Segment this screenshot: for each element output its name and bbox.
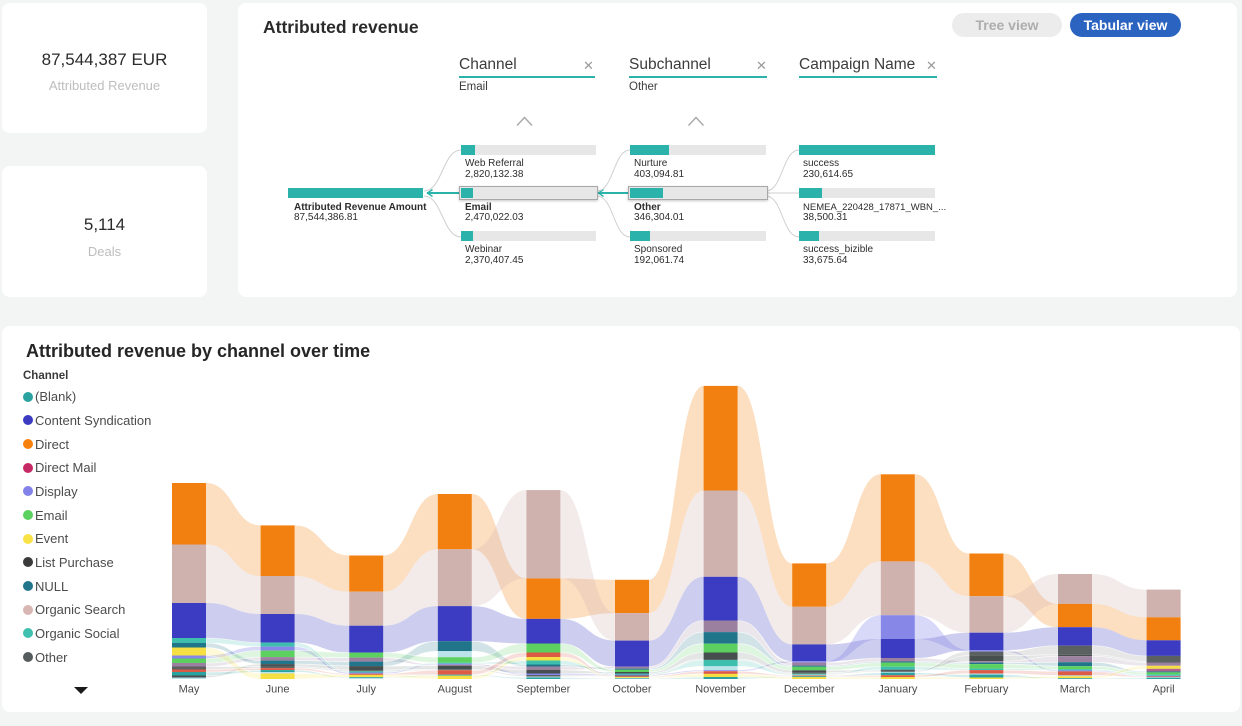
svg-text:October: October xyxy=(612,684,651,696)
svg-text:March: March xyxy=(1060,684,1091,696)
svg-text:May: May xyxy=(179,684,200,696)
svg-text:December: December xyxy=(784,684,835,696)
svg-text:April: April xyxy=(1153,684,1175,696)
svg-text:June: June xyxy=(266,684,290,696)
svg-text:November: November xyxy=(695,684,746,696)
svg-text:August: August xyxy=(438,684,472,696)
svg-text:September: September xyxy=(516,684,570,696)
svg-text:February: February xyxy=(964,684,1009,696)
svg-text:July: July xyxy=(356,684,376,696)
svg-text:January: January xyxy=(878,684,918,696)
